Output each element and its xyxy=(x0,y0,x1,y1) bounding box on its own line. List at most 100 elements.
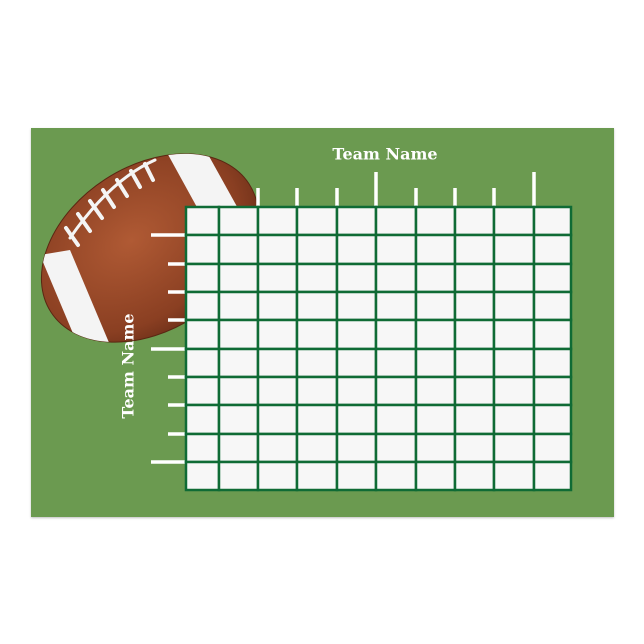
grid-square[interactable] xyxy=(256,318,299,351)
grid-square[interactable] xyxy=(295,318,339,351)
grid-square[interactable] xyxy=(414,347,457,379)
grid-square[interactable] xyxy=(453,432,496,464)
grid-square[interactable] xyxy=(335,318,378,351)
grid-square[interactable] xyxy=(335,460,378,492)
grid-square[interactable] xyxy=(256,403,299,436)
grid-square[interactable] xyxy=(295,460,339,492)
grid-square[interactable] xyxy=(217,347,260,379)
grid-square[interactable] xyxy=(492,233,536,266)
grid-square[interactable] xyxy=(414,318,457,351)
grid-square[interactable] xyxy=(184,460,221,492)
grid-square[interactable] xyxy=(295,205,339,237)
grid-square[interactable] xyxy=(453,460,496,492)
grid-square[interactable] xyxy=(217,432,260,464)
grid-square[interactable] xyxy=(295,290,339,322)
grid-square[interactable] xyxy=(374,233,418,266)
grid-square[interactable] xyxy=(184,205,221,237)
grid-square[interactable] xyxy=(453,290,496,322)
grid-square[interactable] xyxy=(217,205,260,237)
grid-square[interactable] xyxy=(184,233,221,266)
grid-square[interactable] xyxy=(256,233,299,266)
grid-square[interactable] xyxy=(335,262,378,294)
grid-square[interactable] xyxy=(414,205,457,237)
grid-square[interactable] xyxy=(492,318,536,351)
grid-square[interactable] xyxy=(335,432,378,464)
grid-square[interactable] xyxy=(184,403,221,436)
grid-square[interactable] xyxy=(374,205,418,237)
grid-square[interactable] xyxy=(217,290,260,322)
grid-square[interactable] xyxy=(184,375,221,407)
grid-square[interactable] xyxy=(453,262,496,294)
grid-square[interactable] xyxy=(492,460,536,492)
grid-square[interactable] xyxy=(184,432,221,464)
grid-square[interactable] xyxy=(217,262,260,294)
grid-square[interactable] xyxy=(532,460,573,492)
grid-square[interactable] xyxy=(532,375,573,407)
grid-square[interactable] xyxy=(374,318,418,351)
grid-square[interactable] xyxy=(217,233,260,266)
grid-square[interactable] xyxy=(453,233,496,266)
grid-square[interactable] xyxy=(532,347,573,379)
grid-square[interactable] xyxy=(295,262,339,294)
grid-square[interactable] xyxy=(532,233,573,266)
grid-square[interactable] xyxy=(335,347,378,379)
grid-square[interactable] xyxy=(414,290,457,322)
grid-square[interactable] xyxy=(374,432,418,464)
grid-square[interactable] xyxy=(492,205,536,237)
grid-square[interactable] xyxy=(532,205,573,237)
grid-square[interactable] xyxy=(217,375,260,407)
grid-square[interactable] xyxy=(453,205,496,237)
grid-square[interactable] xyxy=(256,375,299,407)
grid-square[interactable] xyxy=(256,347,299,379)
grid-square[interactable] xyxy=(492,403,536,436)
grid-square[interactable] xyxy=(532,318,573,351)
grid-square[interactable] xyxy=(414,233,457,266)
grid-square[interactable] xyxy=(217,460,260,492)
grid-square[interactable] xyxy=(414,403,457,436)
grid-square[interactable] xyxy=(184,262,221,294)
grid-square[interactable] xyxy=(374,403,418,436)
grid-square[interactable] xyxy=(374,375,418,407)
grid-square[interactable] xyxy=(374,290,418,322)
grid-square[interactable] xyxy=(414,375,457,407)
grid-square[interactable] xyxy=(414,432,457,464)
grid-square[interactable] xyxy=(256,432,299,464)
grid-square[interactable] xyxy=(374,347,418,379)
grid-square[interactable] xyxy=(184,347,221,379)
grid-square[interactable] xyxy=(295,375,339,407)
grid-square[interactable] xyxy=(217,318,260,351)
grid-square[interactable] xyxy=(374,460,418,492)
grid-square[interactable] xyxy=(335,205,378,237)
grid-square[interactable] xyxy=(453,375,496,407)
grid-square[interactable] xyxy=(453,347,496,379)
grid-square[interactable] xyxy=(453,318,496,351)
grid-square[interactable] xyxy=(335,233,378,266)
grid-square[interactable] xyxy=(335,375,378,407)
grid-square[interactable] xyxy=(492,375,536,407)
grid-square[interactable] xyxy=(335,290,378,322)
grid-square[interactable] xyxy=(414,460,457,492)
grid-square[interactable] xyxy=(532,432,573,464)
grid-square[interactable] xyxy=(217,403,260,436)
grid-square[interactable] xyxy=(256,205,299,237)
grid-square[interactable] xyxy=(295,347,339,379)
grid-square[interactable] xyxy=(492,347,536,379)
grid-square[interactable] xyxy=(532,290,573,322)
grid-square[interactable] xyxy=(184,318,221,351)
grid-square[interactable] xyxy=(295,403,339,436)
grid-square[interactable] xyxy=(492,432,536,464)
grid-square[interactable] xyxy=(256,262,299,294)
grid-square[interactable] xyxy=(492,290,536,322)
grid-square[interactable] xyxy=(256,290,299,322)
grid-square[interactable] xyxy=(184,290,221,322)
grid-square[interactable] xyxy=(295,432,339,464)
grid-square[interactable] xyxy=(335,403,378,436)
grid-square[interactable] xyxy=(414,262,457,294)
grid-square[interactable] xyxy=(453,403,496,436)
grid-square[interactable] xyxy=(256,460,299,492)
grid-square[interactable] xyxy=(295,233,339,266)
grid-square[interactable] xyxy=(492,262,536,294)
grid-square[interactable] xyxy=(374,262,418,294)
grid-square[interactable] xyxy=(532,403,573,436)
grid-square[interactable] xyxy=(532,262,573,294)
